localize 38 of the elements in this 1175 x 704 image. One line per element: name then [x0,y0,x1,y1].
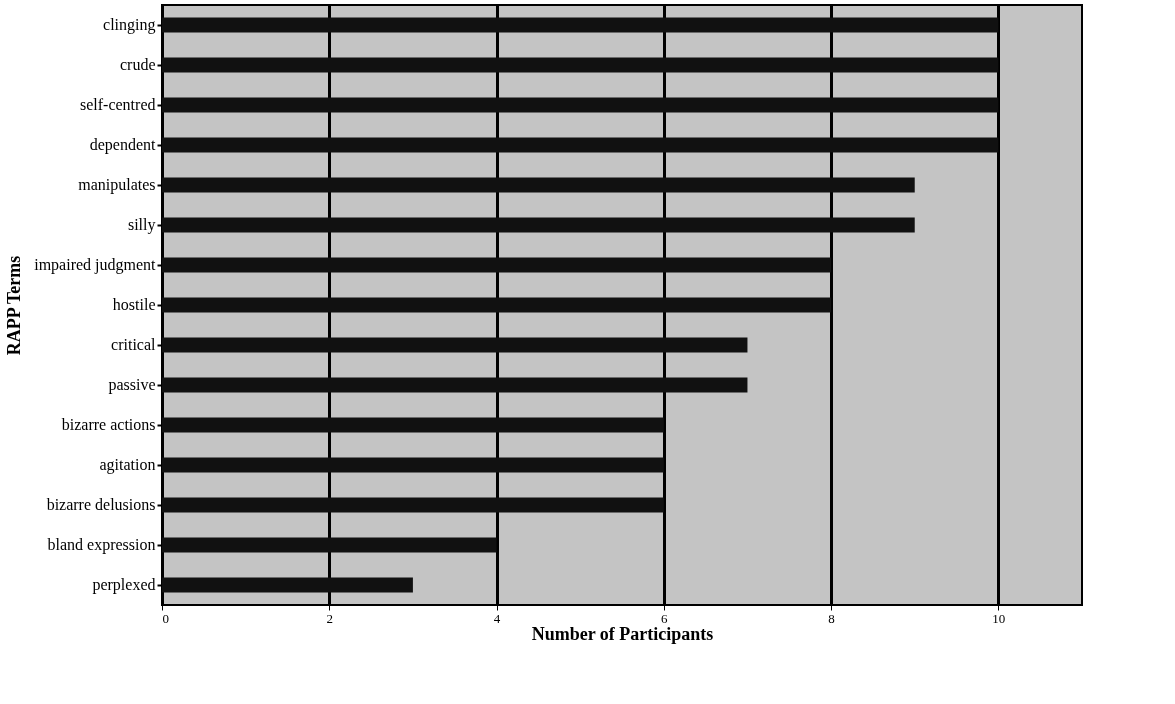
x-tick-label: 6 [661,610,669,626]
bar [162,457,664,473]
y-tick-label: manipulates [78,176,156,194]
y-tick-label: crude [119,56,156,73]
bar [162,377,748,393]
bar [162,17,999,33]
bar [162,57,999,73]
y-tick-label: passive [108,376,156,394]
bar [162,537,497,553]
x-tick-label: 8 [828,610,835,626]
y-tick-label: perplexed [92,576,156,594]
x-axis-title: Number of Participants [531,623,714,644]
y-tick-label: self-centred [79,96,156,113]
x-tick-label: 4 [493,610,501,626]
y-axis-title: RAPP Terms [4,255,25,356]
x-tick-label: 0 [162,610,169,626]
bar [162,217,915,233]
bar [162,97,999,113]
y-tick-label: agitation [99,456,156,474]
y-tick-label: impaired judgment [34,256,157,274]
y-tick-label: bland expression [47,536,156,554]
bar [162,297,832,313]
y-tick-label: clinging [103,16,156,34]
y-tick-label: bizarre delusions [46,496,156,513]
y-tick-label: hostile [112,296,156,313]
bar [162,577,413,593]
y-tick-label: critical [111,336,157,353]
y-tick-label: silly [127,216,156,234]
bar [162,497,664,513]
bar [162,177,915,193]
y-tick-label: dependent [89,136,157,154]
bar [162,417,664,433]
bar [162,137,999,153]
bar [162,337,748,353]
bar [162,257,832,273]
x-tick-label: 2 [326,610,334,626]
x-tick-label: 10 [992,610,1006,626]
y-tick-label: bizarre actions [61,416,156,433]
